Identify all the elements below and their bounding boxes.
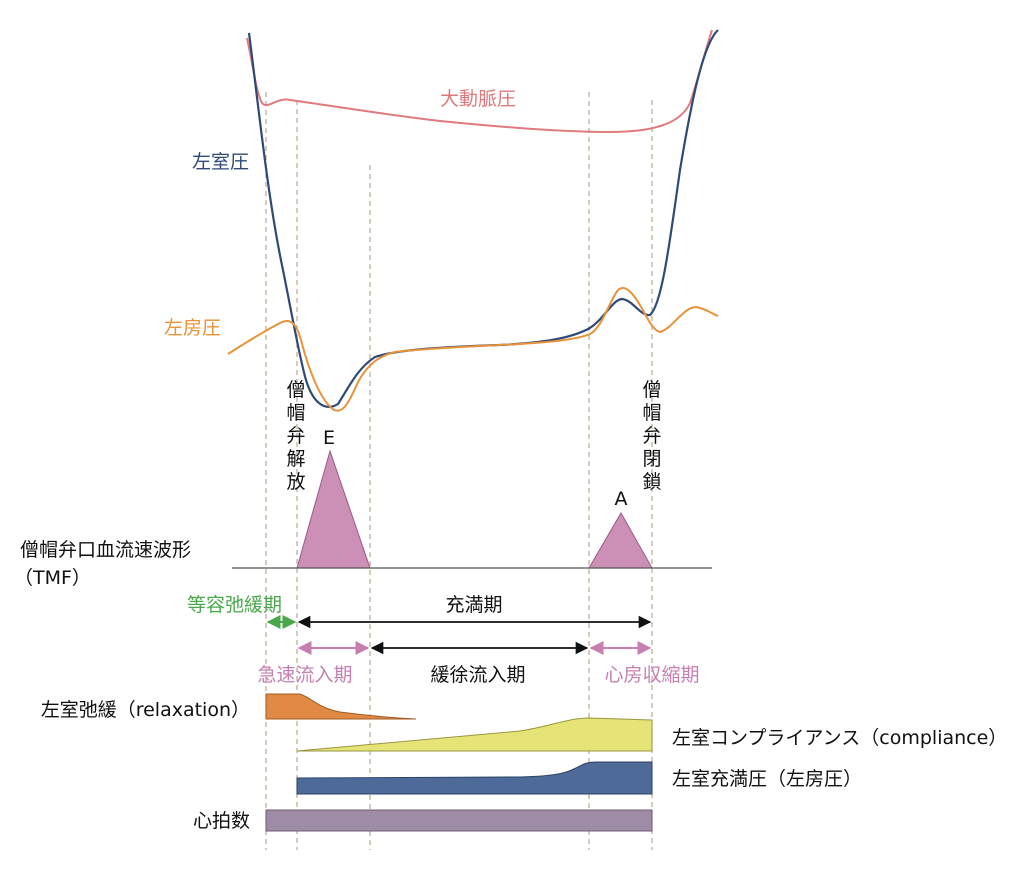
relaxation-bar bbox=[265, 693, 417, 720]
mitral-close-char: 僧 bbox=[642, 379, 661, 401]
mitral-close-label: 僧 帽 弁 閉 鎖 bbox=[642, 379, 661, 493]
la-pressure-curve bbox=[227, 286, 719, 412]
lv-pressure-label: 左室圧 bbox=[192, 151, 249, 173]
lv-pressure-curve bbox=[247, 29, 719, 408]
mitral-open-label: 僧 帽 弁 解 放 bbox=[286, 379, 305, 493]
compliance-label: 左室コンプライアンス（compliance） bbox=[672, 727, 1007, 749]
mitral-open-char: 弁 bbox=[286, 425, 305, 447]
mitral-open-char: 帽 bbox=[286, 402, 305, 424]
mitral-close-char: 帽 bbox=[642, 402, 661, 424]
compliance-bar bbox=[296, 717, 653, 752]
e-wave bbox=[296, 449, 371, 569]
aortic-pressure-label: 大動脈圧 bbox=[440, 88, 516, 110]
mitral-close-char: 閉 bbox=[642, 448, 661, 470]
isovolumic-relaxation-label: 等容弛緩期 bbox=[187, 594, 282, 616]
rapid-filling-label: 急速流入期 bbox=[257, 664, 352, 686]
mitral-open-char: 僧 bbox=[286, 379, 305, 401]
relaxation-label: 左室弛緩（relaxation） bbox=[41, 699, 250, 721]
a-wave-label: A bbox=[615, 488, 628, 510]
mitral-close-char: 弁 bbox=[642, 425, 661, 447]
filling-phase-label: 充満期 bbox=[445, 594, 502, 616]
la-pressure-label: 左房圧 bbox=[164, 317, 221, 339]
e-wave-label: E bbox=[323, 427, 335, 449]
slow-filling-label: 緩徐流入期 bbox=[430, 664, 525, 686]
a-wave bbox=[588, 511, 653, 569]
heart-rate-bar bbox=[265, 809, 653, 832]
atrial-contraction-label: 心房収縮期 bbox=[604, 664, 699, 686]
heart-rate-label: 心拍数 bbox=[193, 810, 250, 832]
mitral-open-char: 放 bbox=[286, 471, 305, 493]
aortic-pressure-curve bbox=[246, 29, 713, 134]
filling-pressure-bar bbox=[296, 761, 653, 795]
filling-pressure-label: 左室充満圧（左房圧） bbox=[672, 768, 862, 790]
mitral-close-char: 鎖 bbox=[642, 471, 661, 493]
mitral-open-char: 解 bbox=[286, 448, 305, 470]
tmf-label-line2: （TMF） bbox=[14, 567, 91, 589]
tmf-label-line1: 僧帽弁口血流速波形 bbox=[20, 539, 191, 561]
